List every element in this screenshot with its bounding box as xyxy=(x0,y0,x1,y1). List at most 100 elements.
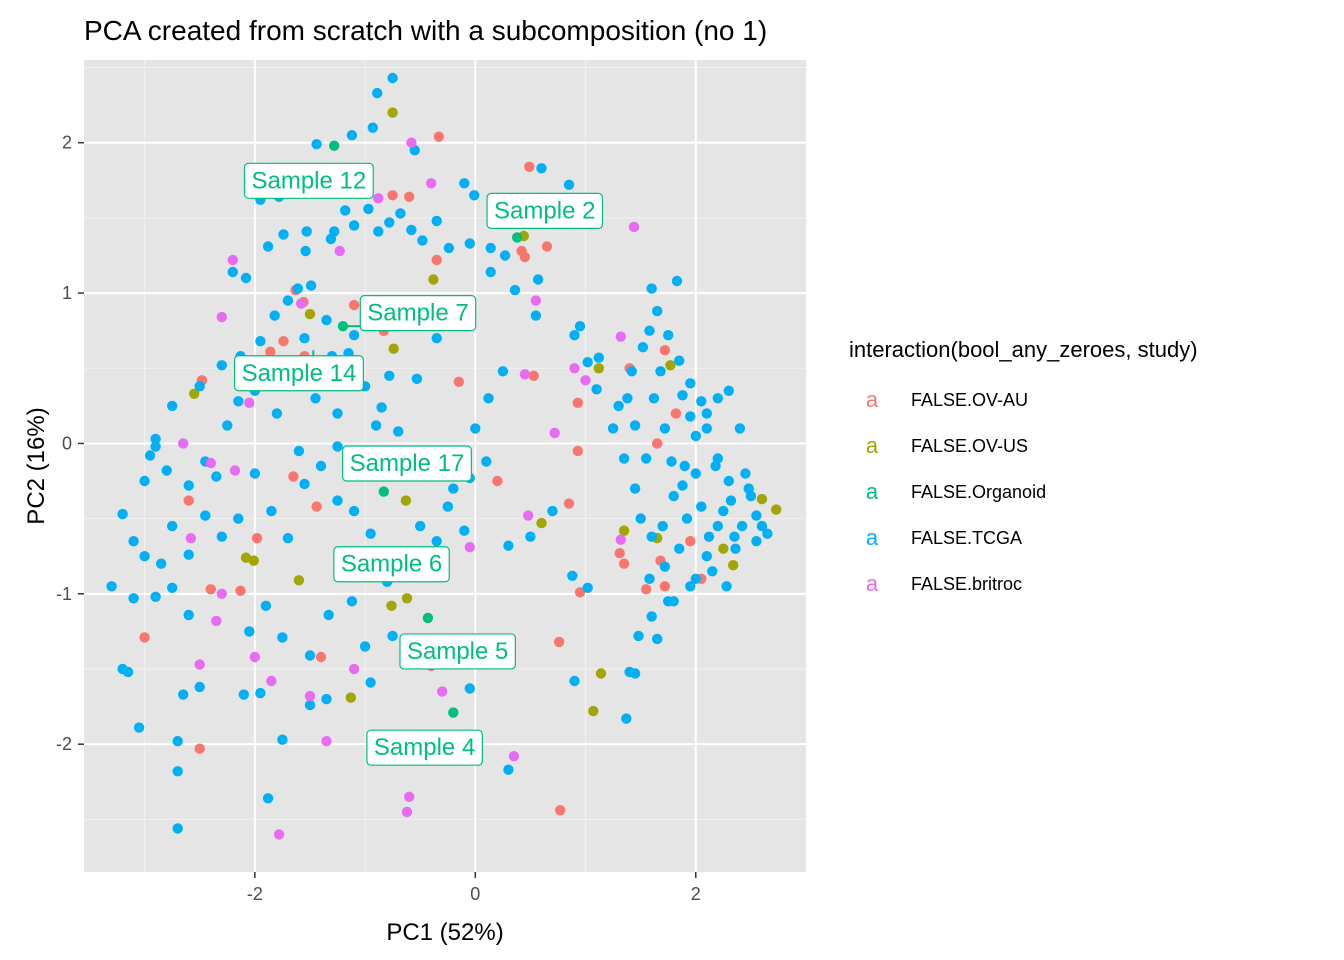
data-point xyxy=(211,471,222,482)
data-point xyxy=(227,254,238,266)
data-point xyxy=(718,505,729,517)
sample-label-box xyxy=(399,633,516,670)
data-point xyxy=(282,533,294,544)
data-point xyxy=(725,495,737,506)
data-point xyxy=(150,441,161,452)
data-point xyxy=(659,581,671,592)
data-points xyxy=(106,72,782,840)
data-point xyxy=(431,254,442,266)
data-point xyxy=(106,581,117,592)
data-point xyxy=(459,525,470,536)
data-point xyxy=(365,528,376,539)
data-point xyxy=(626,366,637,377)
data-point xyxy=(663,330,674,341)
data-point xyxy=(712,393,723,404)
data-point xyxy=(681,513,693,524)
data-point xyxy=(376,402,387,413)
data-point xyxy=(139,475,150,487)
sample-label-box xyxy=(341,445,472,482)
data-point xyxy=(574,587,586,598)
data-point xyxy=(696,396,707,407)
data-point xyxy=(659,561,671,572)
data-point xyxy=(730,543,741,554)
chart-title: PCA created from scratch with a subcompo… xyxy=(84,15,767,46)
data-point xyxy=(567,570,578,581)
data-point xyxy=(117,508,128,520)
data-point xyxy=(332,408,343,419)
data-point xyxy=(150,591,161,602)
data-point xyxy=(315,651,327,663)
data-point xyxy=(448,707,459,718)
legend-entry-label: FALSE.Organoid xyxy=(911,482,1046,502)
data-point xyxy=(459,178,470,189)
data-point xyxy=(685,581,696,592)
data-point xyxy=(205,457,216,469)
data-point xyxy=(574,321,586,332)
data-point xyxy=(387,190,398,201)
data-point xyxy=(591,384,602,395)
data-point xyxy=(512,232,523,243)
data-point xyxy=(359,641,371,652)
data-point xyxy=(321,693,332,705)
data-point xyxy=(641,584,652,595)
data-point xyxy=(387,72,398,84)
data-point xyxy=(541,241,553,252)
data-point xyxy=(756,520,768,532)
data-point xyxy=(387,630,398,642)
data-point xyxy=(332,441,343,452)
legend: interaction(bool_any_zeroes, study) a FAL… xyxy=(849,337,1198,596)
sample-label-box xyxy=(233,355,364,392)
data-point xyxy=(301,226,312,237)
data-point xyxy=(677,390,688,401)
data-point xyxy=(618,525,630,536)
data-point xyxy=(655,366,666,377)
legend-key-glyph: a xyxy=(866,387,879,412)
data-point xyxy=(255,687,266,699)
sample-label: Sample 6 xyxy=(333,546,450,583)
data-point xyxy=(278,336,289,347)
data-point xyxy=(172,766,183,777)
data-point xyxy=(674,355,685,366)
data-point xyxy=(613,400,624,412)
data-point xyxy=(685,536,696,547)
data-point xyxy=(411,373,423,384)
data-point xyxy=(387,107,398,118)
data-point xyxy=(296,298,307,309)
data-point xyxy=(373,226,384,237)
data-point xyxy=(437,686,448,697)
data-point xyxy=(426,178,437,189)
sample-label-box xyxy=(486,192,604,229)
data-point xyxy=(442,501,453,512)
data-point xyxy=(492,475,503,487)
data-point xyxy=(633,630,644,642)
data-point xyxy=(736,520,748,532)
data-point xyxy=(508,751,520,762)
data-point xyxy=(233,396,244,407)
sample-label: Sample 2 xyxy=(486,192,604,229)
data-point xyxy=(183,495,194,506)
data-point xyxy=(278,229,289,240)
data-point xyxy=(178,689,189,700)
data-point xyxy=(756,493,768,505)
data-point xyxy=(128,593,139,604)
data-point xyxy=(652,633,663,645)
data-point xyxy=(481,456,492,467)
data-point xyxy=(701,408,712,419)
data-point xyxy=(723,475,734,487)
y-tick-label: 0 xyxy=(62,433,72,453)
data-point xyxy=(751,536,762,547)
data-point xyxy=(659,423,671,434)
data-point xyxy=(346,596,358,607)
data-point xyxy=(348,220,360,231)
data-point xyxy=(300,245,311,257)
data-point xyxy=(572,445,583,457)
y-tick-label: 2 xyxy=(62,133,72,153)
data-point xyxy=(569,675,580,687)
data-point xyxy=(227,266,238,278)
sample-label: Sample 4 xyxy=(366,729,483,766)
data-point xyxy=(503,764,514,775)
data-point xyxy=(395,208,406,219)
data-point xyxy=(262,793,274,804)
data-point xyxy=(216,311,227,323)
